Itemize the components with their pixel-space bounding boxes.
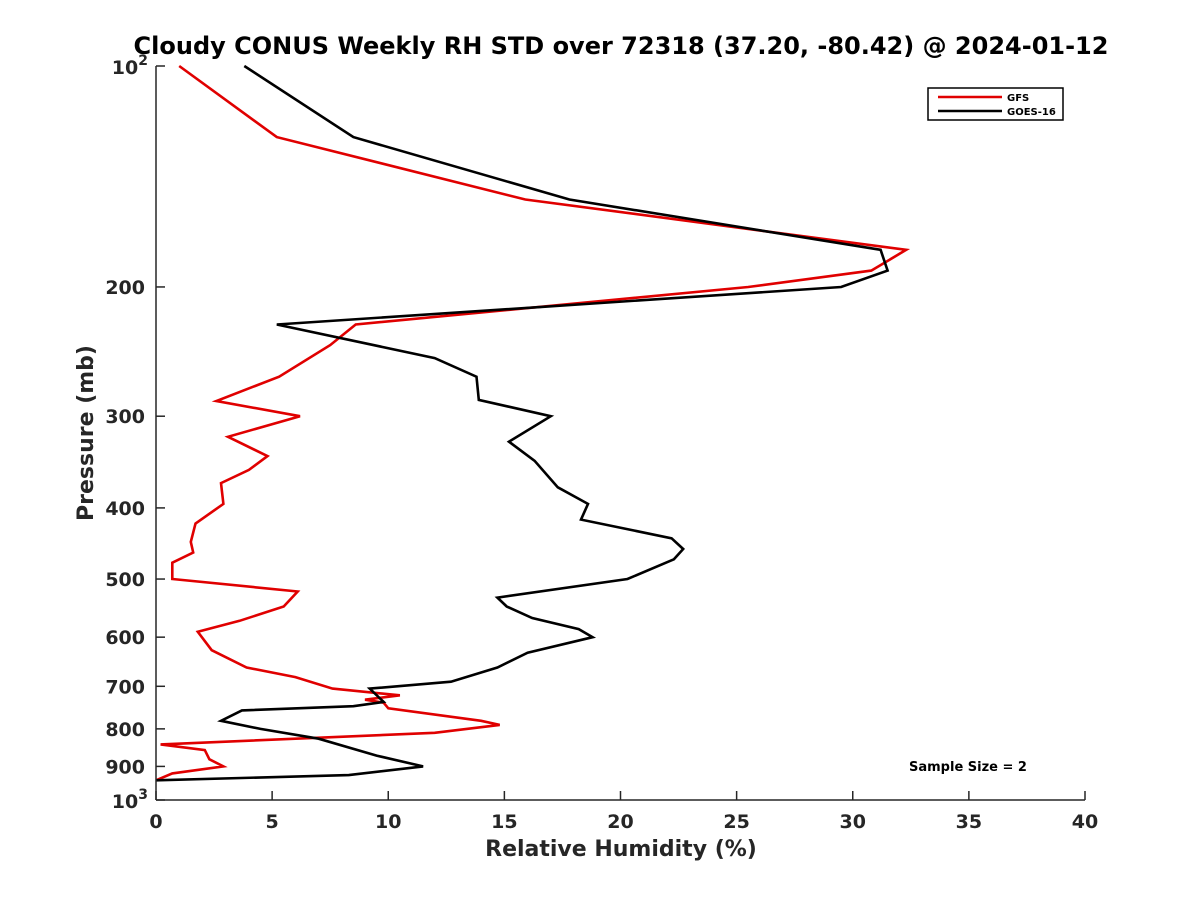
y-tick-label: 900: [105, 756, 145, 778]
axes-layer: 0 5 10 15 20 25 30 35 40 102 200 300 400 500 600 700 800…: [105, 53, 1098, 833]
x-tick-label: 10: [375, 811, 401, 833]
x-tick-label: 15: [491, 811, 517, 833]
y-axis-label: Pressure (mb): [74, 345, 99, 521]
sample-size-annotation: Sample Size = 2: [909, 760, 1027, 775]
y-tick-label: 200: [105, 277, 145, 299]
y-tick-label: 800: [105, 719, 145, 741]
x-tick-label: 25: [723, 811, 749, 833]
legend-label-gfs: GFS: [1007, 93, 1029, 104]
x-tick-label: 0: [149, 811, 162, 833]
y-tick-label: 102: [112, 53, 148, 79]
y-tick-label: 103: [112, 787, 148, 813]
legend: GFS GOES-16: [927, 87, 1064, 121]
x-tick-label: 5: [266, 811, 279, 833]
x-tick-label: 30: [840, 811, 866, 833]
legend-label-goes16: GOES-16: [1007, 107, 1056, 118]
y-tick-label: 300: [105, 406, 145, 428]
series-line-goes16: [155, 64, 890, 782]
legend-box: [927, 87, 1064, 121]
y-tick-label: 600: [105, 627, 145, 649]
x-axis-label: Relative Humidity (%): [485, 837, 757, 862]
y-tick-label: 700: [105, 676, 145, 698]
y-tick-label: 500: [105, 569, 145, 591]
x-tick-label: 20: [607, 811, 633, 833]
series-line-gfs: [155, 64, 911, 782]
chart-title: Cloudy CONUS Weekly RH STD over 72318 (3…: [134, 32, 1109, 60]
series-layer: [155, 64, 911, 782]
x-tick-label: 40: [1072, 811, 1098, 833]
x-tick-label: 35: [956, 811, 982, 833]
y-tick-label: 400: [105, 498, 145, 520]
